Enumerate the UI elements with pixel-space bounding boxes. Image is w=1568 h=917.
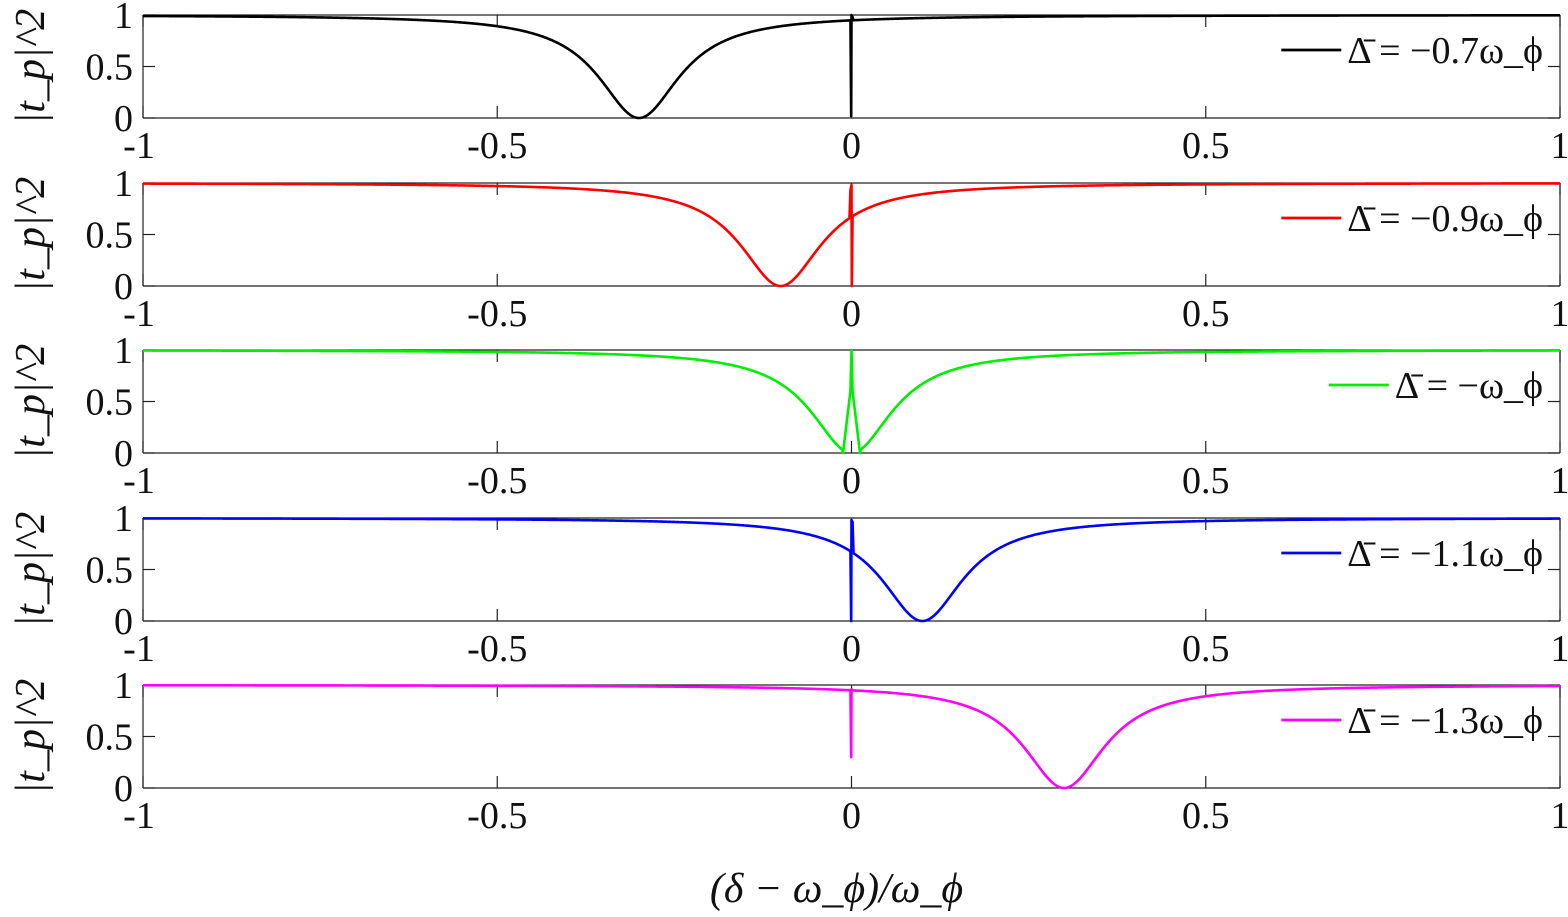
y-tick-label: 0.5 <box>86 717 134 759</box>
x-tick-label: 1 <box>1551 460 1568 502</box>
panel-2: -1 -0.5 0 0.5 1 0 0.5 1 |t_p|^2 Δ̄ = −0.9ω_ϕ <box>8 163 1568 335</box>
series-line <box>142 684 1561 790</box>
x-tick-label: 0.5 <box>1182 125 1230 167</box>
y-tick-label: 0 <box>114 601 133 643</box>
x-tick-label: -0.5 <box>467 293 527 335</box>
panel-5: -1 -0.5 0 0.5 1 0 0.5 1 |t_p|^2 Δ̄ = −1.3ω_ϕ <box>8 665 1568 837</box>
x-tick-label: 0 <box>842 628 861 670</box>
x-tick-label: 1 <box>1551 125 1568 167</box>
x-tick-label: -0.5 <box>467 125 527 167</box>
y-axis-label: |t_p|^2 <box>8 177 54 292</box>
series-line <box>142 13 1561 120</box>
x-tick-label: 0 <box>842 125 861 167</box>
x-tick-label: -1 <box>123 795 155 837</box>
x-tick-label: 1 <box>1551 795 1568 837</box>
y-tick-label: 0 <box>114 266 133 308</box>
y-tick-label: 0.5 <box>86 215 134 257</box>
y-tick-label: 0 <box>114 768 133 810</box>
y-axis-label: |t_p|^2 <box>8 9 54 124</box>
x-tick-label: -0.5 <box>467 795 527 837</box>
x-tick-label: 0 <box>842 293 861 335</box>
y-tick-label: 0.5 <box>86 382 134 424</box>
x-tick-label: -1 <box>123 628 155 670</box>
y-tick-label: 1 <box>114 0 133 37</box>
x-tick-label: -0.5 <box>467 460 527 502</box>
x-tick-label: 0 <box>842 795 861 837</box>
y-tick-label: 1 <box>114 665 133 707</box>
y-axis-label: |t_p|^2 <box>8 512 54 627</box>
legend-label: Δ̄ = −ω_ϕ <box>1395 365 1543 407</box>
y-tick-label: 0 <box>114 433 133 475</box>
y-tick-label: 1 <box>114 163 133 205</box>
series-line <box>142 182 1561 288</box>
x-tick-label: 0.5 <box>1182 628 1230 670</box>
series-line <box>142 348 1561 455</box>
y-axis-label: |t_p|^2 <box>8 344 54 459</box>
x-tick-label: 1 <box>1551 628 1568 670</box>
x-tick-label: -1 <box>123 125 155 167</box>
panel-3: -1 -0.5 0 0.5 1 0 0.5 1 |t_p|^2 Δ̄ = −ω_ϕ <box>8 330 1568 502</box>
x-tick-label: 0.5 <box>1182 293 1230 335</box>
legend-label: Δ̄ = −1.3ω_ϕ <box>1347 700 1543 742</box>
y-tick-label: 1 <box>114 330 133 372</box>
x-tick-label: 0 <box>842 460 861 502</box>
x-tick-label: 1 <box>1551 293 1568 335</box>
x-tick-label: -0.5 <box>467 628 527 670</box>
series-line <box>142 517 1561 623</box>
x-tick-label: -1 <box>123 460 155 502</box>
y-axis-label: |t_p|^2 <box>8 679 54 794</box>
x-tick-label: 0.5 <box>1182 460 1230 502</box>
legend-label: Δ̄ = −0.7ω_ϕ <box>1347 30 1543 72</box>
y-tick-label: 1 <box>114 498 133 540</box>
panel-1: -1 -0.5 0 0.5 1 0 0.5 1 |t_p|^2 Δ̄ = −0.7ω_ϕ <box>8 0 1568 167</box>
y-tick-label: 0 <box>114 98 133 140</box>
legend-label: Δ̄ = −1.1ω_ϕ <box>1347 533 1543 575</box>
x-axis-label: (δ − ω_ϕ)/ω_ϕ <box>710 866 963 912</box>
panel-4: -1 -0.5 0 0.5 1 0 0.5 1 |t_p|^2 Δ̄ = −1.1ω_ϕ <box>8 498 1568 670</box>
legend-label: Δ̄ = −0.9ω_ϕ <box>1347 198 1543 240</box>
y-tick-label: 0.5 <box>86 47 134 89</box>
y-tick-label: 0.5 <box>86 550 134 592</box>
x-tick-label: 0.5 <box>1182 795 1230 837</box>
x-tick-label: -1 <box>123 293 155 335</box>
